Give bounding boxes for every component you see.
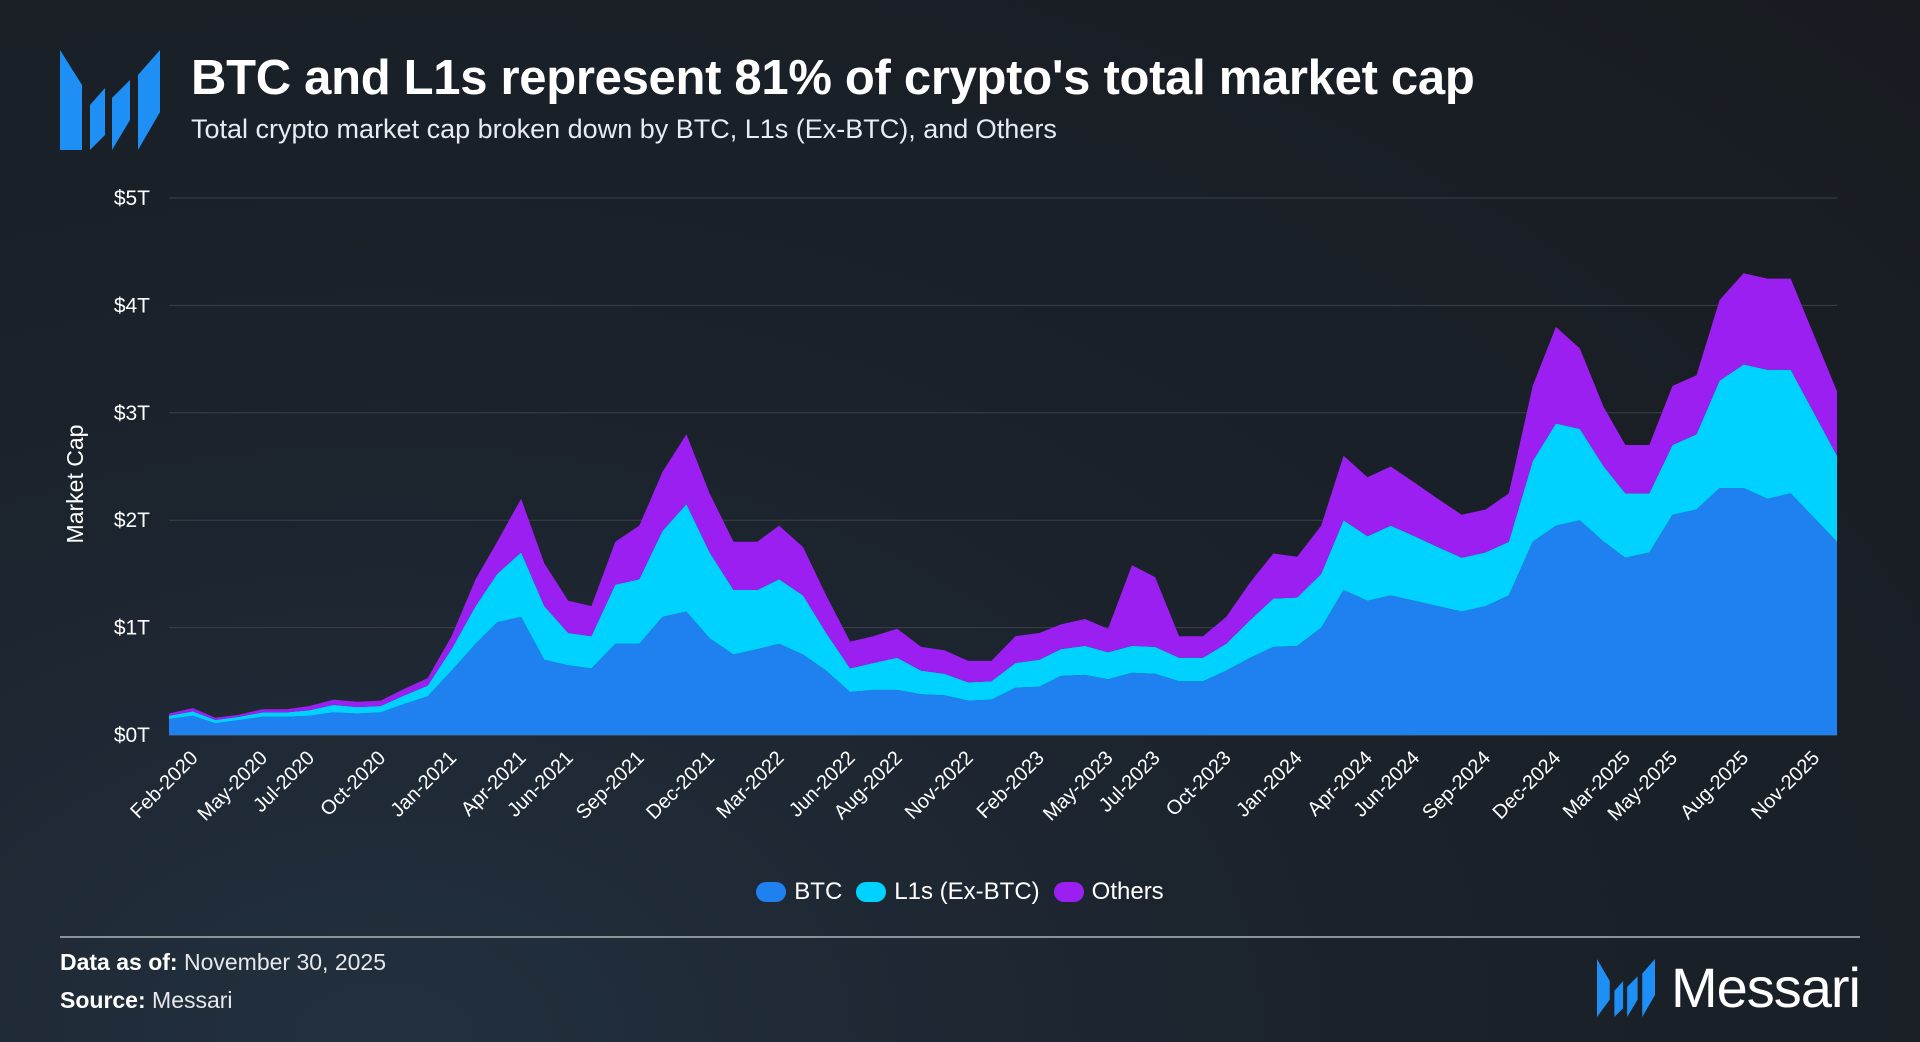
chart-subtitle: Total crypto market cap broken down by B… bbox=[191, 114, 1057, 144]
y-tick-label: $0T bbox=[114, 724, 150, 747]
x-tick-label: Mar-2022 bbox=[712, 747, 788, 823]
data-as-of-value: November 30, 2025 bbox=[183, 949, 386, 975]
y-tick-label: $2T bbox=[114, 509, 150, 532]
data-as-of-label: Data as of: bbox=[60, 949, 178, 975]
x-tick-label: Oct-2023 bbox=[1162, 747, 1236, 821]
x-tick-label: Feb-2023 bbox=[973, 747, 1049, 823]
legend-label: BTC bbox=[794, 878, 843, 905]
x-tick-label: Feb-2020 bbox=[126, 747, 202, 823]
legend-label: Others bbox=[1091, 878, 1164, 905]
legend-item-others[interactable]: Others bbox=[1053, 878, 1164, 906]
x-tick-label: Sep-2021 bbox=[572, 747, 649, 824]
data-as-of: Data as of: November 30, 2025 bbox=[60, 949, 386, 976]
legend-swatch bbox=[1053, 882, 1084, 902]
legend-item-l1s[interactable]: L1s (Ex-BTC) bbox=[856, 878, 1040, 906]
y-axis-label: Market Cap bbox=[62, 425, 88, 544]
x-tick-label: May-2023 bbox=[1039, 747, 1117, 825]
x-tick-label: Dec-2021 bbox=[642, 747, 719, 824]
messari-logo-icon bbox=[1596, 958, 1655, 1017]
legend: BTC L1s (Ex-BTC) Others bbox=[0, 878, 1920, 906]
x-tick-label: Jan-2024 bbox=[1232, 747, 1307, 822]
chart-title: BTC and L1s represent 81% of crypto's to… bbox=[191, 51, 1475, 105]
x-tick-label: Nov-2022 bbox=[901, 747, 978, 824]
legend-item-btc[interactable]: BTC bbox=[756, 878, 842, 906]
source-label: Source: bbox=[60, 987, 146, 1013]
x-tick-label: Sep-2024 bbox=[1418, 747, 1495, 824]
legend-swatch bbox=[856, 882, 887, 902]
x-tick-label: Aug-2025 bbox=[1676, 747, 1753, 824]
footer-divider bbox=[60, 936, 1860, 938]
source-value: Messari bbox=[152, 987, 233, 1013]
y-tick-label: $4T bbox=[114, 294, 150, 317]
x-tick-label: May-2020 bbox=[194, 747, 272, 825]
brand-name: Messari bbox=[1670, 956, 1861, 1019]
x-tick-label: Oct-2020 bbox=[316, 747, 390, 821]
y-tick-label: $1T bbox=[114, 617, 150, 640]
area-btc bbox=[169, 488, 1837, 735]
x-tick-label: Jan-2021 bbox=[387, 747, 462, 822]
y-tick-label: $3T bbox=[114, 402, 150, 425]
x-tick-label: Nov-2025 bbox=[1747, 747, 1824, 824]
legend-swatch bbox=[756, 882, 787, 902]
source: Source: Messari bbox=[60, 987, 233, 1014]
messari-logo-icon bbox=[60, 50, 160, 150]
area-others bbox=[169, 273, 1837, 720]
y-tick-label: $5T bbox=[114, 187, 150, 210]
x-tick-label: Dec-2024 bbox=[1489, 747, 1566, 824]
brand: Messari bbox=[1596, 955, 1861, 1020]
legend-label: L1s (Ex-BTC) bbox=[894, 878, 1040, 905]
